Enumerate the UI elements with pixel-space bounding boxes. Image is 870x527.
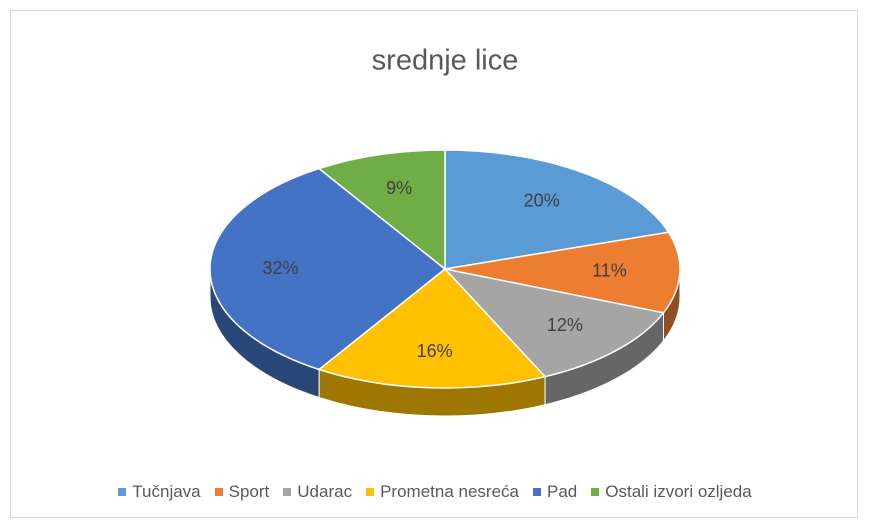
legend-label: Pad [547, 482, 578, 501]
legend-label: Prometna nesreća [380, 482, 519, 501]
legend: Tučnjava Sport Udarac Prometna nesreća Pad Os… [0, 482, 870, 502]
chart-title: srednje lice [372, 45, 519, 77]
legend-item: Tučnjava [118, 482, 201, 502]
legend-item: Pad [533, 482, 577, 502]
slice [444, 231, 681, 314]
data-label: 20% [524, 190, 560, 210]
legend-swatch [533, 488, 541, 496]
slice [442, 267, 665, 378]
data-label: 32% [262, 258, 298, 278]
data-label: 9% [386, 178, 412, 198]
legend-item: Ostali izvori ozljeda [591, 482, 752, 502]
slice [317, 267, 547, 389]
slice [317, 149, 446, 271]
legend-swatch [366, 488, 375, 496]
legend-item: Prometna nesreća [366, 482, 519, 502]
legend-label: Udarac [297, 482, 353, 501]
pie-tops [209, 149, 681, 389]
pie-sides [209, 268, 681, 417]
slice [209, 167, 447, 371]
slice [444, 149, 670, 270]
legend-swatch [214, 488, 223, 496]
legend-swatch [283, 488, 292, 496]
data-label: 12% [547, 315, 583, 335]
legend-label: Sport [228, 482, 270, 501]
chart-frame [10, 10, 858, 518]
data-label: 16% [417, 341, 453, 361]
data-labels: 20% 11% 12% 16% 32% 9% [262, 178, 626, 361]
legend-item: Sport [214, 482, 270, 502]
legend-item: Udarac [283, 482, 352, 502]
legend-swatch [591, 488, 600, 496]
legend-label: Tučnjava [132, 482, 201, 501]
legend-swatch [118, 488, 127, 496]
data-label: 11% [592, 260, 627, 280]
legend-label: Ostali izvori ozljeda [605, 482, 752, 501]
